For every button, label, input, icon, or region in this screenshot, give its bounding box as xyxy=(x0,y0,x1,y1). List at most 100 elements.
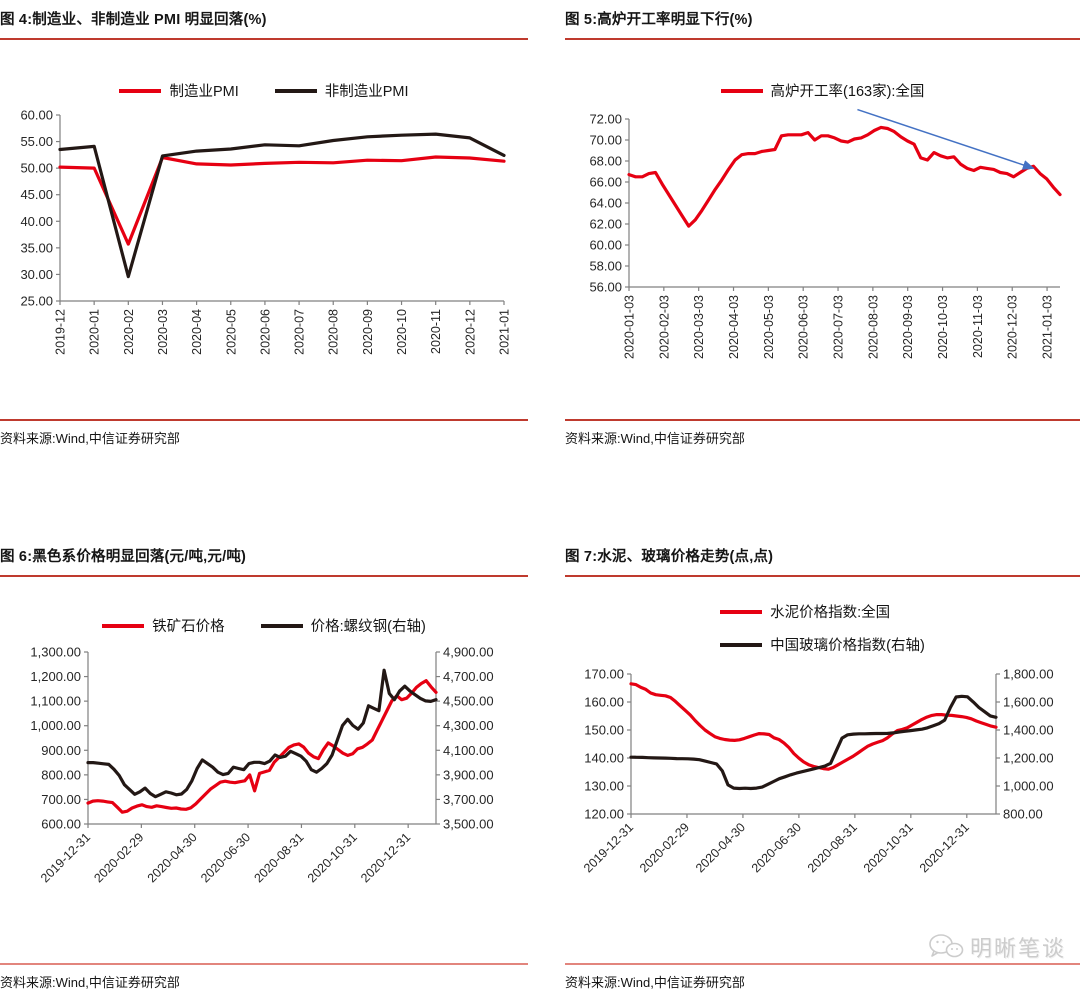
figure-6-chart: 1,300.00 1,200.00 1,100.00 1,000.00 900.00 80… xyxy=(0,642,528,899)
y2-tick-label: 4,500.00 xyxy=(443,694,494,709)
y-tick-label: 700.00 xyxy=(41,792,81,807)
y2-tick-label: 1,800.00 xyxy=(1003,667,1054,682)
watermark-text: 明晰笔谈 xyxy=(969,936,1066,961)
legend-label: 中国玻璃价格指数(右轴) xyxy=(770,638,925,654)
y-tick-label: 1,300.00 xyxy=(30,645,81,660)
legend-item: 水泥价格指数:全国 xyxy=(720,601,890,622)
x-tick-label: 2020-07 xyxy=(293,309,307,355)
y-tick-label: 170.00 xyxy=(584,667,624,682)
figure-5-legend: 高炉开工率(163家):全国 xyxy=(565,80,1080,101)
figure-4-title: 图 4:制造业、非制造业 PMI 明显回落(%) xyxy=(0,12,267,28)
legend-label: 铁矿石价格 xyxy=(152,619,225,635)
y-tick-label: 130.00 xyxy=(584,779,624,794)
chart-canvas: 1,300.00 1,200.00 1,100.00 1,000.00 900.00 80… xyxy=(30,645,494,886)
y-tick-label: 62.00 xyxy=(589,217,622,232)
source-rule xyxy=(565,963,1080,965)
y2-tick-label: 1,000.00 xyxy=(1003,779,1054,794)
y2-tick-label: 4,100.00 xyxy=(443,743,494,758)
y-tick-label: 25.00 xyxy=(20,294,53,309)
y-tick-label: 72.00 xyxy=(589,112,622,127)
x-tick-label: 2021-01-03 xyxy=(1041,295,1055,359)
x-tick-label: 2020-05 xyxy=(224,309,238,355)
y-tick-label: 160.00 xyxy=(584,695,624,710)
x-tick-label: 2020-08 xyxy=(327,309,341,355)
x-tick-label: 2020-10-31 xyxy=(305,830,360,885)
legend-label: 非制造业PMI xyxy=(324,84,409,100)
x-tick-label: 2020-02-29 xyxy=(91,830,146,885)
figure-7-legend: 水泥价格指数:全国中国玻璃价格指数(右轴) xyxy=(720,601,925,655)
x-tick-label: 2020-03-03 xyxy=(692,295,706,359)
wechat-icon xyxy=(929,934,964,958)
legend-swatch xyxy=(720,609,763,614)
legend-swatch xyxy=(274,88,317,93)
x-tick-label: 2020-12-03 xyxy=(1006,295,1020,359)
figure-6-footer: 资料来源:Wind,中信证券研究部 xyxy=(0,963,528,991)
y-tick-label: 1,200.00 xyxy=(30,669,81,684)
y-tick-label: 45.00 xyxy=(20,187,53,202)
y2-tick-label: 4,900.00 xyxy=(443,645,494,660)
series-line xyxy=(58,132,506,279)
legend-label: 水泥价格指数:全国 xyxy=(770,605,891,621)
x-tick-label: 2019-12-31 xyxy=(581,820,636,875)
y-tick-label: 58.00 xyxy=(589,259,622,274)
x-tick-label: 2020-04-30 xyxy=(145,830,200,885)
y-tick-label: 55.00 xyxy=(20,134,53,149)
y-tick-label: 150.00 xyxy=(584,723,624,738)
source-text: 资料来源:Wind,中信证券研究部 xyxy=(565,975,745,990)
source-rule xyxy=(565,419,1080,421)
legend-item: 铁矿石价格 xyxy=(102,615,225,636)
figure-6-title: 图 6:黑色系价格明显回落(元/吨,元/吨) xyxy=(0,549,247,565)
x-tick-label: 2020-02-29 xyxy=(637,820,692,875)
x-tick-label: 2021-01 xyxy=(498,309,512,355)
y-tick-label: 64.00 xyxy=(589,196,622,211)
x-tick-label: 2020-08-31 xyxy=(251,830,306,885)
x-tick-label: 2020-11 xyxy=(429,309,443,354)
x-tick-label: 2020-12 xyxy=(463,309,477,355)
figure-6-legend: 铁矿石价格 价格:螺纹钢(右轴) xyxy=(0,615,528,636)
figure-7-title: 图 7:水泥、玻璃价格走势(点,点) xyxy=(565,549,774,565)
y2-tick-label: 1,600.00 xyxy=(1003,695,1054,710)
x-tick-label: 2020-07-03 xyxy=(832,295,846,359)
legend-label: 制造业PMI xyxy=(169,84,239,100)
y-tick-label: 66.00 xyxy=(589,175,622,190)
legend-swatch xyxy=(260,623,303,628)
chart-canvas: 170.00 160.00 150.00 140.00 130.00 120.00 1,80… xyxy=(581,667,1054,876)
series-line xyxy=(86,668,438,799)
source-rule xyxy=(0,419,528,421)
x-tick-label: 2020-06-30 xyxy=(749,820,804,875)
legend-item: 制造业PMI xyxy=(119,80,239,101)
chart-canvas: 72.00 70.00 68.00 66.00 64.00 62.00 60.00 58.00… xyxy=(589,108,1062,359)
x-tick-label: 2020-08-31 xyxy=(805,820,860,875)
source-text: 资料来源:Wind,中信证券研究部 xyxy=(0,431,180,446)
figure-7-chart: 170.00 160.00 150.00 140.00 130.00 120.00 1,80… xyxy=(565,661,1080,881)
series-line xyxy=(58,155,506,246)
x-tick-label: 2020-10 xyxy=(395,309,409,355)
y2-tick-label: 800.00 xyxy=(1003,807,1043,822)
title-underline xyxy=(565,38,1080,40)
y-tick-label: 30.00 xyxy=(20,267,53,282)
x-tick-label: 2020-06-03 xyxy=(797,295,811,359)
x-tick-label: 2020-01 xyxy=(88,309,102,355)
figure-4-legend: 制造业PMI 非制造业PMI xyxy=(0,80,528,101)
legend-item: 中国玻璃价格指数(右轴) xyxy=(720,634,925,655)
x-tick-label: 2020-02-03 xyxy=(657,295,671,359)
y-tick-label: 60.00 xyxy=(589,238,622,253)
x-tick-label: 2020-03 xyxy=(156,309,170,355)
figure-5-chart: 72.00 70.00 68.00 66.00 64.00 62.00 60.00 58.00… xyxy=(565,107,1080,374)
legend-item: 高炉开工率(163家):全国 xyxy=(720,80,924,101)
y-tick-label: 40.00 xyxy=(20,214,53,229)
chart-canvas: 60.00 55.00 50.00 45.00 40.00 35.00 30.00 25.00… xyxy=(20,108,512,355)
x-tick-label: 2020-09-03 xyxy=(901,295,915,359)
title-underline xyxy=(565,575,1080,577)
legend-item: 价格:螺纹钢(右轴) xyxy=(260,615,426,636)
legend-swatch xyxy=(119,88,162,93)
y2-tick-label: 3,900.00 xyxy=(443,767,494,782)
figure-4-chart: 60.00 55.00 50.00 45.00 40.00 35.00 30.00 25.00… xyxy=(0,107,528,374)
source-text: 资料来源:Wind,中信证券研究部 xyxy=(565,431,745,446)
y2-tick-label: 1,400.00 xyxy=(1003,723,1054,738)
y-tick-label: 70.00 xyxy=(589,133,622,148)
x-tick-label: 2020-02 xyxy=(122,309,136,355)
y-tick-label: 35.00 xyxy=(20,240,53,255)
title-underline xyxy=(0,575,528,577)
